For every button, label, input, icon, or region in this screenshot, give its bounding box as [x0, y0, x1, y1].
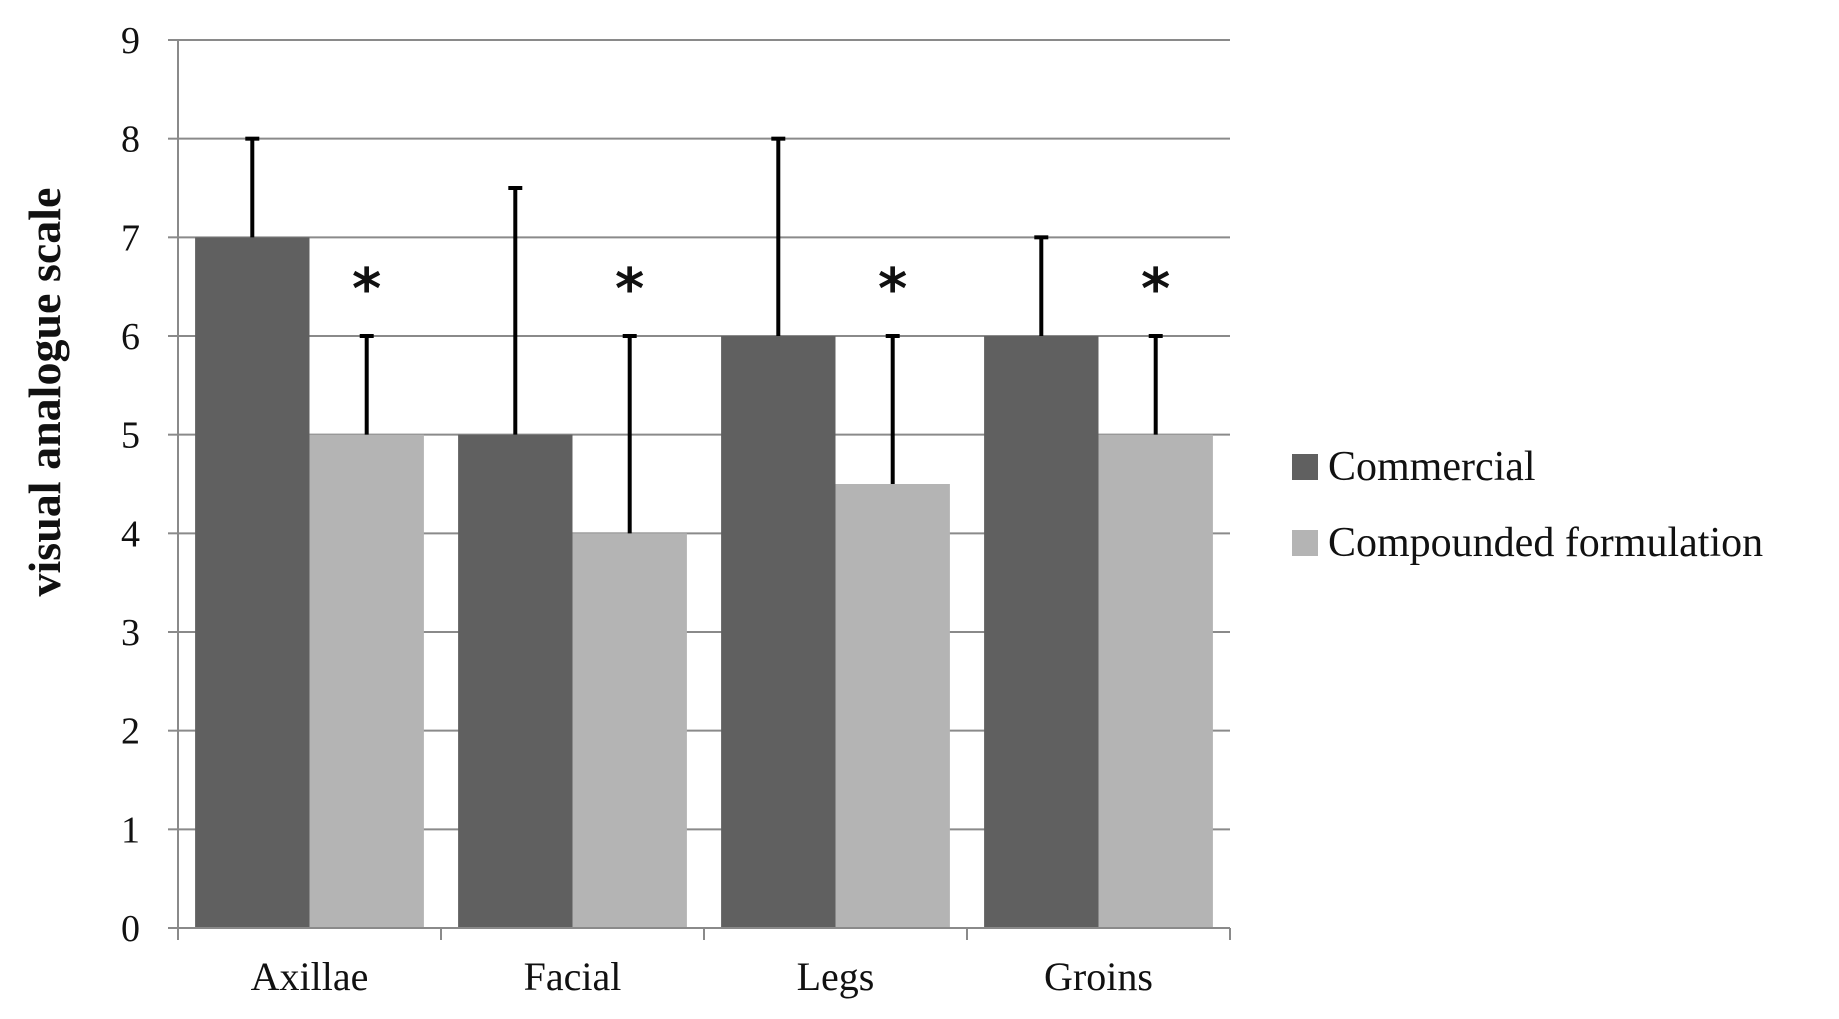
significance-marker: *: [352, 257, 381, 322]
bar-compounded-formulation-groins: [1098, 434, 1213, 928]
bar-commercial-groins: [984, 336, 1099, 928]
x-tick-label: Axillae: [251, 954, 369, 999]
error-bars: [245, 136, 1163, 534]
legend-swatch: [1292, 530, 1318, 556]
y-tick-label: 8: [121, 119, 140, 161]
bar-commercial-facial: [458, 434, 573, 928]
x-tick-label: Facial: [524, 954, 622, 999]
y-axis-label: visual analogue scale: [19, 188, 70, 597]
significance-marker: *: [615, 257, 644, 322]
bar-commercial-axillae: [195, 237, 310, 929]
axes: [168, 39, 1231, 940]
legend-label: Commercial: [1328, 444, 1536, 490]
legend-swatch: [1292, 454, 1318, 480]
bar-commercial-legs: [721, 336, 836, 928]
bar-compounded-formulation-legs: [835, 484, 950, 928]
y-tick-label: 1: [121, 809, 140, 851]
legend-label: Compounded formulation: [1328, 520, 1763, 566]
labels: 0 1 2 3 4 5 6 7 8 9 * Axillae * Facial * Legs * Groins: [121, 20, 1170, 999]
bar-compounded-formulation-facial: [572, 533, 687, 928]
bars: [195, 237, 1213, 929]
y-tick-label: 9: [121, 20, 140, 62]
legend: Commercial Compounded formulation: [1292, 444, 1763, 566]
x-tick-label: Groins: [1044, 954, 1153, 999]
significance-marker: *: [1141, 257, 1170, 322]
y-tick-label: 0: [121, 908, 140, 950]
bar-compounded-formulation-axillae: [309, 434, 424, 928]
y-tick-label: 2: [121, 711, 140, 753]
x-tick-label: Legs: [797, 954, 875, 999]
significance-marker: *: [878, 257, 907, 322]
y-tick-label: 3: [121, 612, 140, 654]
y-tick-label: 7: [121, 217, 140, 259]
y-tick-label: 6: [121, 316, 140, 358]
y-tick-label: 5: [121, 415, 140, 457]
y-tick-label: 4: [121, 513, 140, 555]
